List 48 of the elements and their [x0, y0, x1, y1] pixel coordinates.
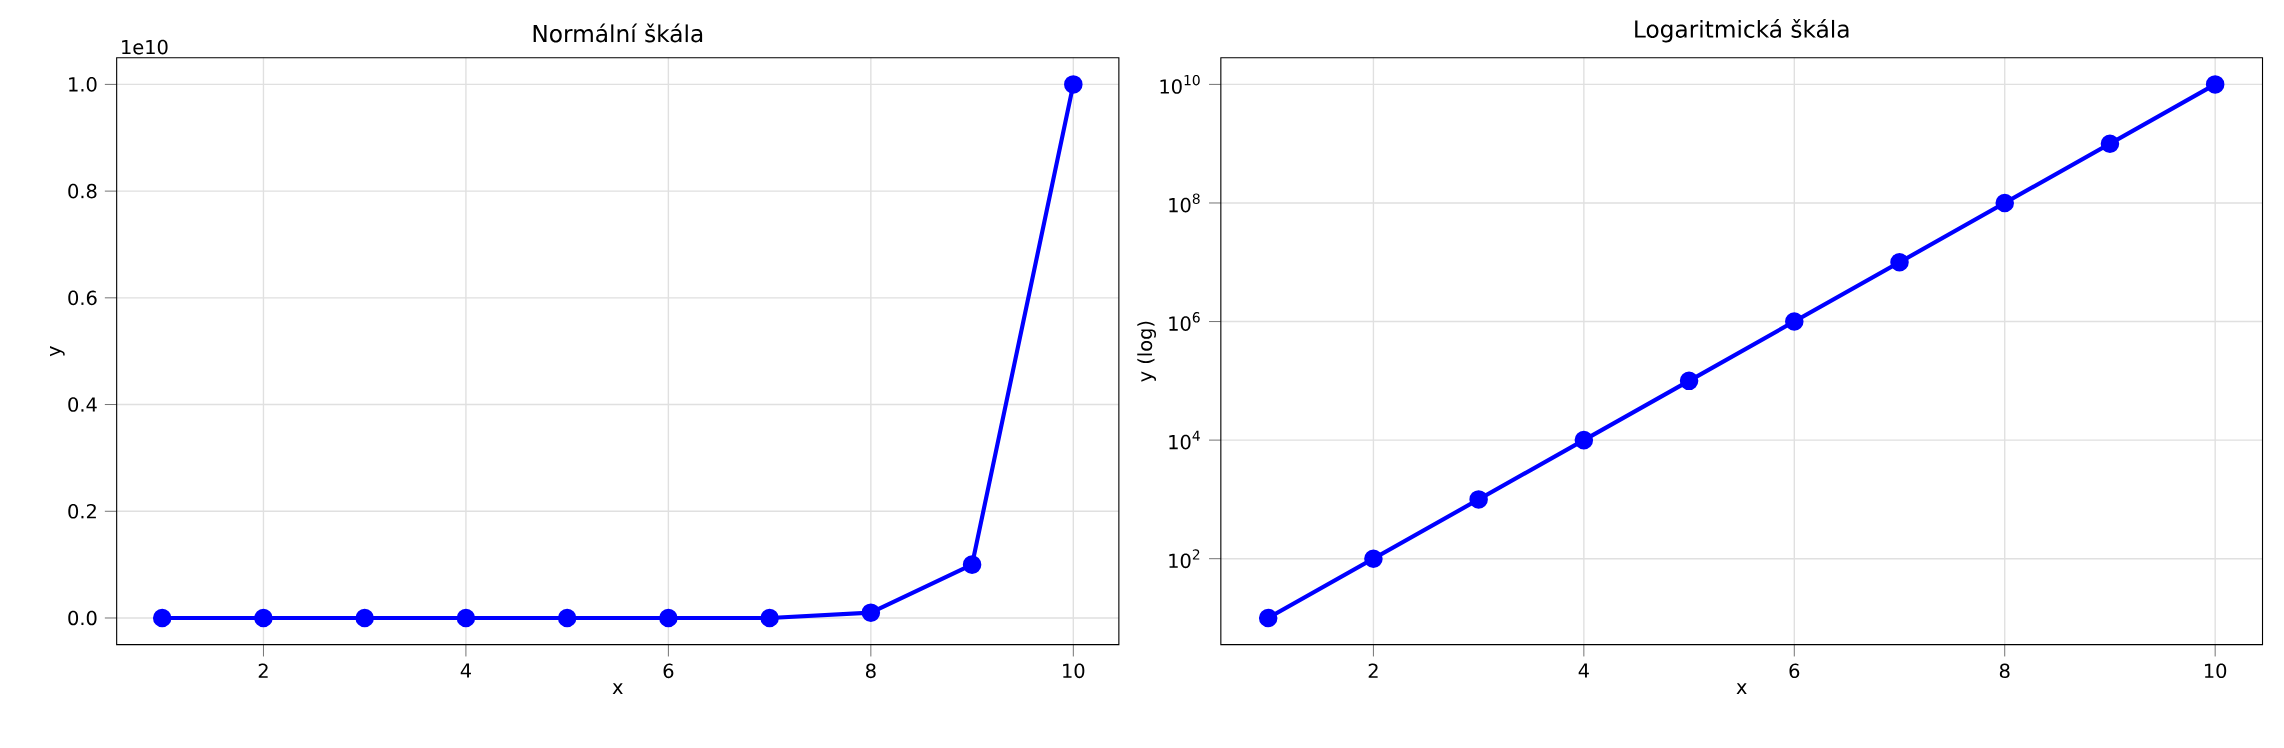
y-axis-title: y (log) [1137, 321, 1156, 382]
x-axis-title: x [612, 683, 623, 694]
y-tick-label: 0.6 [68, 290, 97, 306]
point [1679, 371, 1699, 391]
y-tick-label: 10$^{2}$ [1169, 549, 1200, 569]
x-tick-label: 8 [1999, 663, 2010, 679]
x-tick-label: 6 [1789, 663, 1800, 679]
point [760, 608, 779, 628]
point [1574, 430, 1594, 450]
y-tick-label: 0.0 [68, 610, 97, 626]
y-tick-label: 0.2 [68, 503, 96, 519]
y-tick-label: 0.4 [68, 397, 97, 412]
point [456, 608, 476, 628]
point [2100, 134, 2120, 153]
point [962, 555, 982, 574]
x-tick-label: 2 [1368, 663, 1378, 678]
y-tick-label: 10$^{4}$ [1169, 430, 1200, 450]
x-tick-label: 2 [258, 663, 268, 678]
point [254, 608, 273, 628]
point [1064, 75, 1083, 94]
y-tick-label: 1.0 [69, 77, 97, 92]
point [659, 608, 678, 628]
y-axis-title: y [50, 346, 65, 357]
y-tick-label: 10$^{6}$ [1169, 312, 1200, 331]
point [355, 608, 374, 628]
point [1785, 312, 1804, 331]
y-tick-label: 10$^{10}$ [1160, 74, 1200, 94]
x-tick-label: 6 [663, 663, 674, 679]
point [1469, 490, 1488, 509]
point [1258, 608, 1278, 628]
point [1995, 193, 2014, 213]
x-axis-title: x [1736, 683, 1747, 694]
x-tick-label: 10 [2204, 663, 2227, 679]
text: 1e10 [122, 39, 168, 55]
chart-title: Normální škála [533, 23, 703, 43]
chart-title: Logaritmická škála [1635, 18, 1849, 43]
point [557, 608, 577, 628]
x-tick-label: 8 [865, 663, 876, 679]
point [1890, 252, 1909, 272]
point [2205, 75, 2225, 94]
point [1364, 549, 1383, 568]
x-tick-label: 4 [460, 663, 471, 678]
point [152, 608, 172, 628]
y-tick-label: 0.8 [68, 183, 97, 199]
x-tick-label: 4 [1578, 663, 1589, 678]
point [861, 603, 881, 622]
x-tick-label: 10 [1063, 663, 1085, 679]
y-tick-label: 10$^{8}$ [1169, 193, 1200, 213]
